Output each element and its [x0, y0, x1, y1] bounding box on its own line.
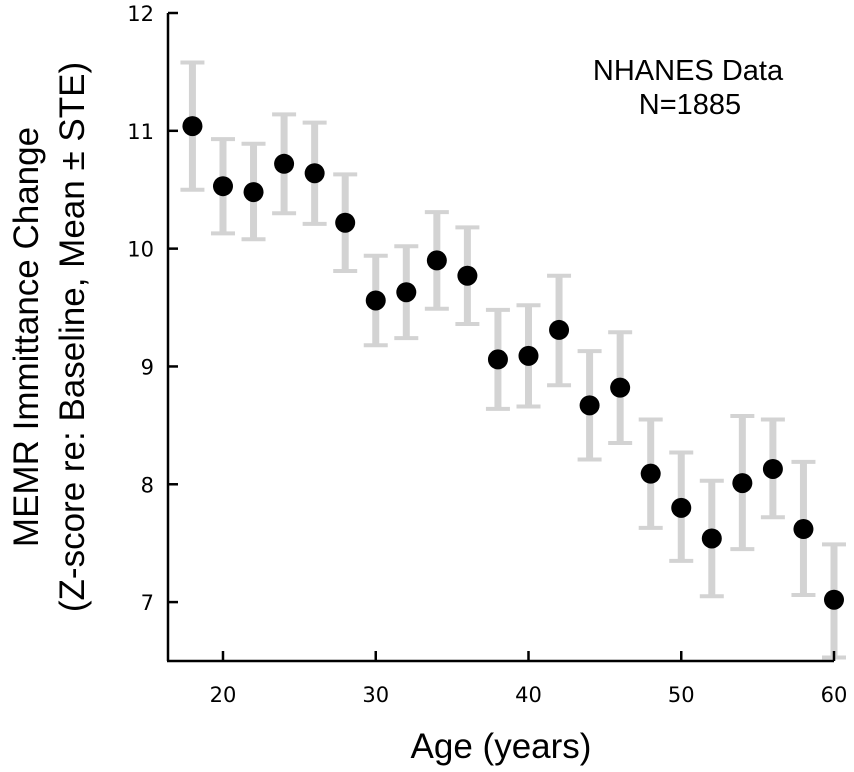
data-points	[182, 116, 844, 610]
y-axis-title-line1: MEMR Immittance Change	[7, 127, 46, 547]
x-tick-label: 30	[362, 683, 389, 707]
annotation-dataset: NHANES Data	[593, 55, 784, 87]
data-point	[212, 176, 233, 197]
data-point	[610, 377, 631, 398]
data-point	[762, 458, 783, 479]
data-point	[701, 528, 722, 549]
x-tick-label: 60	[821, 683, 848, 707]
y-tick-label: 7	[141, 591, 154, 615]
data-point	[824, 589, 844, 610]
x-tick-label: 40	[515, 683, 542, 707]
y-tick-label: 12	[127, 2, 154, 26]
y-tick-label: 11	[127, 120, 154, 144]
data-point	[457, 265, 478, 286]
y-tick-label: 8	[141, 473, 154, 497]
x-axis-title: Age (years)	[411, 727, 592, 766]
data-point	[243, 182, 264, 203]
data-point	[518, 345, 539, 366]
data-point	[487, 349, 508, 370]
x-ticks: 20 30 40 50 60	[210, 651, 848, 707]
data-point	[182, 116, 203, 137]
x-tick-label: 20	[210, 683, 237, 707]
axes	[166, 13, 834, 663]
data-point	[396, 282, 417, 303]
data-point	[732, 473, 753, 494]
data-point	[793, 519, 814, 540]
data-point	[426, 250, 447, 271]
annotation-sample-size: N=1885	[639, 89, 741, 121]
y-axis-title-line2: (Z-score re: Baseline, Mean ± STE)	[53, 62, 92, 612]
error-bars	[180, 60, 846, 660]
data-point	[549, 319, 570, 340]
data-point	[671, 497, 692, 518]
data-point	[304, 163, 325, 184]
y-ticks: 7 8 9 10 11 12	[127, 2, 178, 615]
y-tick-label: 10	[127, 238, 154, 262]
x-tick-label: 50	[668, 683, 695, 707]
data-point	[365, 290, 386, 311]
data-point	[335, 212, 356, 233]
data-point	[579, 395, 600, 416]
data-point	[640, 463, 661, 484]
y-tick-label: 9	[141, 355, 154, 379]
data-point	[274, 153, 295, 174]
